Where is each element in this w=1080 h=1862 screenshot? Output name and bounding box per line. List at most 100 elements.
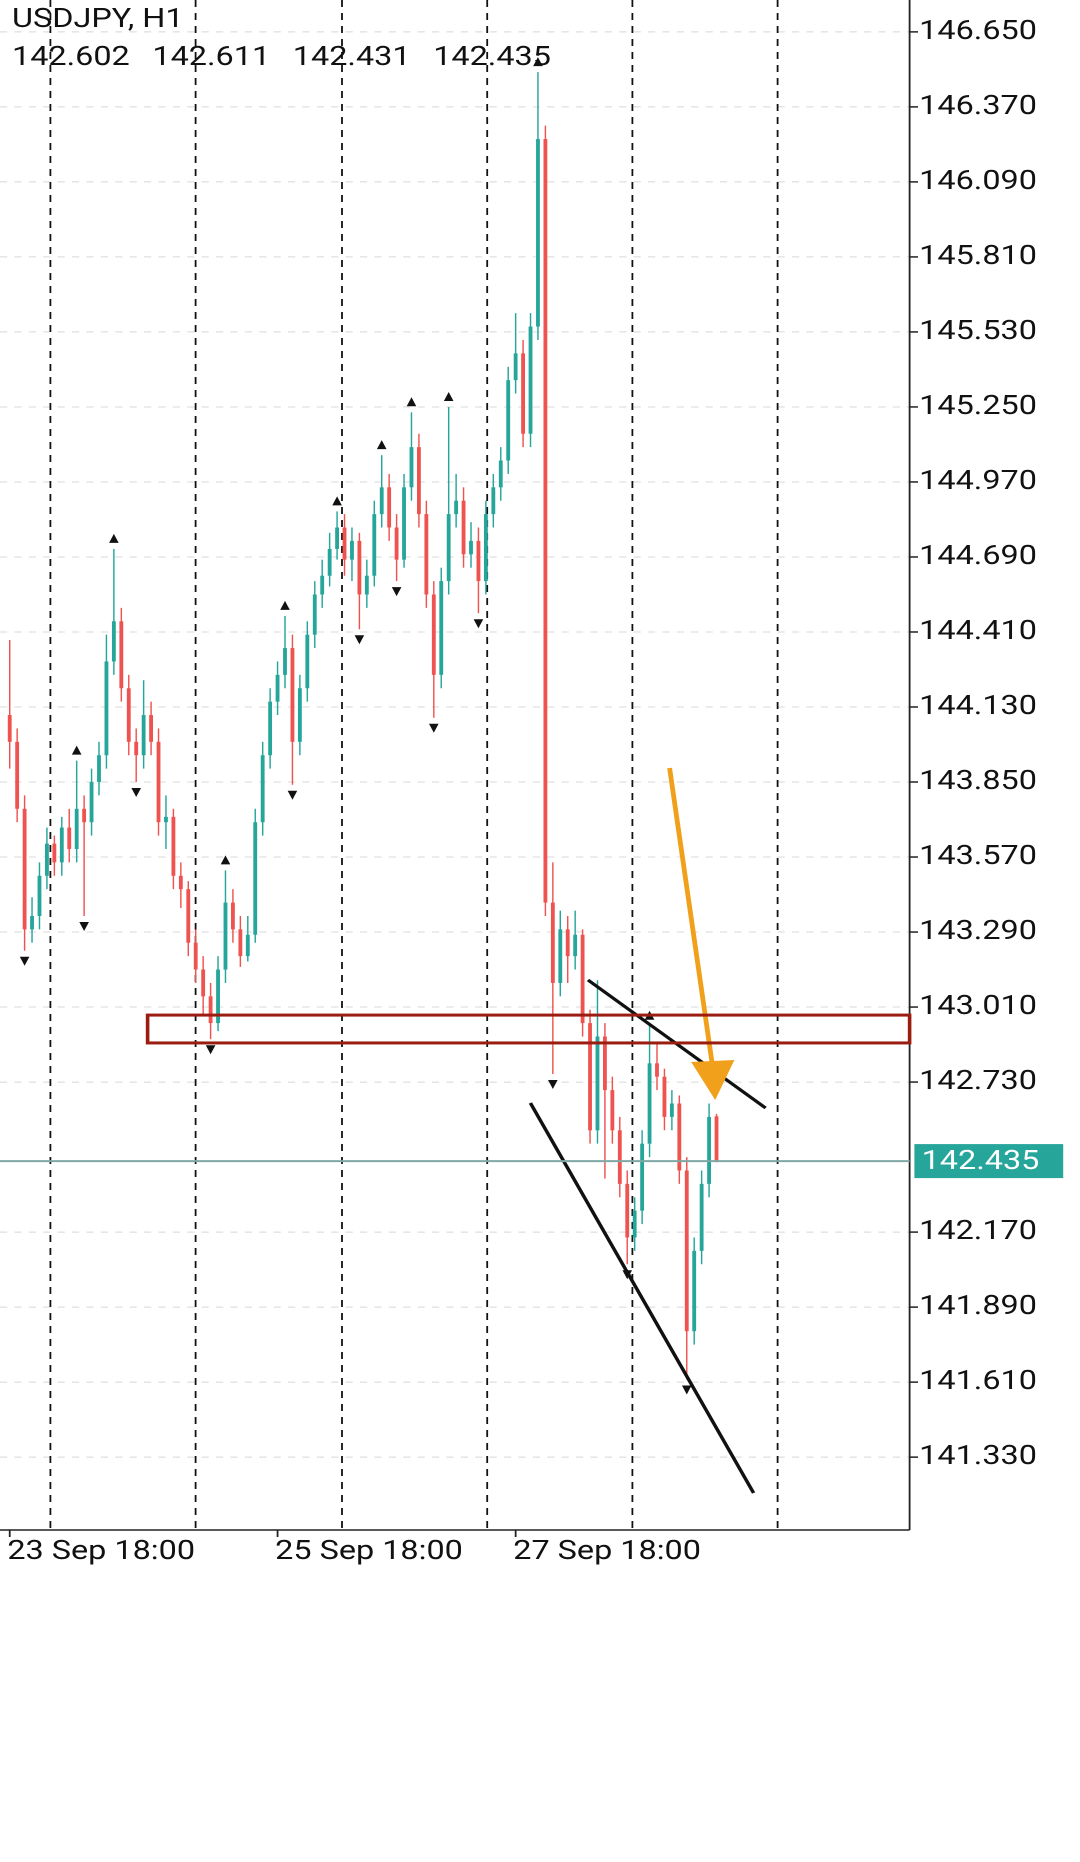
fractal-down bbox=[131, 788, 141, 798]
fractal-down bbox=[681, 1385, 692, 1395]
fractal-up bbox=[533, 57, 543, 67]
candle-body bbox=[536, 139, 540, 327]
candle-body bbox=[364, 575, 369, 595]
candle-body bbox=[156, 741, 161, 823]
candle-body bbox=[74, 808, 79, 849]
candle-body bbox=[677, 1103, 682, 1171]
ohlc-open: 142.602 bbox=[12, 41, 130, 73]
candle-body bbox=[297, 688, 302, 742]
candle-body bbox=[595, 1036, 600, 1131]
candle-body bbox=[335, 527, 339, 549]
candle-body bbox=[439, 581, 444, 675]
candle-body bbox=[476, 540, 481, 582]
candle-body bbox=[67, 827, 72, 849]
y-tick-label: 143.290 bbox=[919, 915, 1037, 947]
fractal-down bbox=[205, 1045, 216, 1055]
y-tick-label: 142.170 bbox=[919, 1215, 1037, 1247]
candle-body bbox=[30, 915, 34, 930]
candle-body bbox=[357, 540, 362, 595]
candle-body bbox=[543, 139, 548, 903]
candle-body bbox=[402, 487, 406, 560]
y-tick-label: 141.890 bbox=[919, 1290, 1037, 1322]
candle-body bbox=[283, 648, 287, 675]
y-tick-label: 146.650 bbox=[919, 15, 1037, 47]
candle-body bbox=[305, 634, 310, 689]
y-tick-label: 144.410 bbox=[919, 615, 1037, 647]
candle-body bbox=[558, 929, 563, 983]
candle-body bbox=[632, 1210, 637, 1238]
candle-body bbox=[238, 929, 243, 957]
candle-body bbox=[15, 741, 20, 809]
candle-body bbox=[498, 460, 503, 488]
period-separators bbox=[49, 0, 779, 1530]
y-tick-label: 144.970 bbox=[919, 465, 1037, 497]
candle-body bbox=[617, 1130, 622, 1184]
fractal-down bbox=[391, 587, 402, 597]
candle-body bbox=[97, 755, 101, 783]
candle-body bbox=[506, 380, 511, 461]
candles bbox=[7, 57, 719, 1395]
candle-body bbox=[186, 889, 191, 943]
y-tick-label: 144.130 bbox=[919, 690, 1037, 722]
fractal-down bbox=[287, 790, 298, 800]
candle-body bbox=[320, 575, 325, 595]
candle-body bbox=[655, 1063, 659, 1077]
candle-body bbox=[610, 1090, 615, 1131]
candle-body bbox=[394, 527, 399, 560]
candle-body bbox=[461, 500, 466, 555]
fractal-down bbox=[354, 635, 365, 645]
y-tick-label: 144.690 bbox=[919, 540, 1037, 572]
candle-body bbox=[521, 353, 525, 434]
candle-body bbox=[245, 934, 250, 957]
candle-body bbox=[111, 621, 116, 662]
candle-body bbox=[707, 1116, 711, 1184]
candle-body bbox=[312, 594, 317, 635]
candle-body bbox=[647, 1063, 652, 1144]
candle-body bbox=[275, 674, 280, 702]
fractal-up bbox=[220, 855, 231, 865]
candle-body bbox=[7, 715, 12, 742]
candle-body bbox=[350, 540, 354, 560]
candle-body bbox=[193, 942, 198, 970]
candle-body bbox=[491, 487, 496, 515]
candle-body bbox=[372, 514, 377, 576]
fractal-up bbox=[332, 496, 342, 506]
candle-body bbox=[387, 487, 392, 528]
candle-body bbox=[625, 1183, 630, 1238]
candle-body bbox=[431, 594, 436, 675]
trend-line bbox=[528, 1102, 756, 1494]
candle-body bbox=[327, 548, 332, 576]
price-label: 142.435 bbox=[922, 1145, 1040, 1177]
candle-body bbox=[417, 447, 421, 515]
fractal-up bbox=[280, 600, 290, 610]
x-tick-label: 25 Sep 18:00 bbox=[275, 1535, 463, 1567]
candle-body bbox=[573, 934, 578, 957]
candle-body bbox=[550, 902, 555, 983]
fractal-up bbox=[71, 745, 82, 755]
candle-body bbox=[37, 875, 42, 916]
candle-body bbox=[528, 326, 533, 434]
candle-body bbox=[640, 1143, 645, 1211]
y-tick-label: 146.370 bbox=[919, 90, 1037, 122]
candle-body bbox=[603, 1036, 607, 1091]
symbol-title: USDJPY, H1 bbox=[12, 3, 184, 35]
y-tick-label: 145.810 bbox=[919, 240, 1037, 272]
candle-body bbox=[565, 929, 570, 957]
candle-body bbox=[178, 875, 183, 890]
candle-body bbox=[290, 648, 295, 742]
candle-body bbox=[231, 902, 235, 930]
ohlc-low: 142.431 bbox=[293, 41, 411, 73]
candle-body bbox=[22, 808, 27, 930]
fractal-up bbox=[406, 397, 417, 407]
arrow-head bbox=[691, 1060, 735, 1100]
arrow-shaft bbox=[667, 767, 716, 1069]
ohlc-high: 142.611 bbox=[152, 41, 270, 73]
x-tick-label: 27 Sep 18:00 bbox=[513, 1535, 701, 1567]
candle-body bbox=[454, 500, 459, 515]
candle-body bbox=[141, 715, 146, 756]
y-tick-label: 143.850 bbox=[919, 765, 1037, 797]
fractal-down bbox=[429, 723, 439, 733]
candle-body bbox=[52, 843, 57, 863]
